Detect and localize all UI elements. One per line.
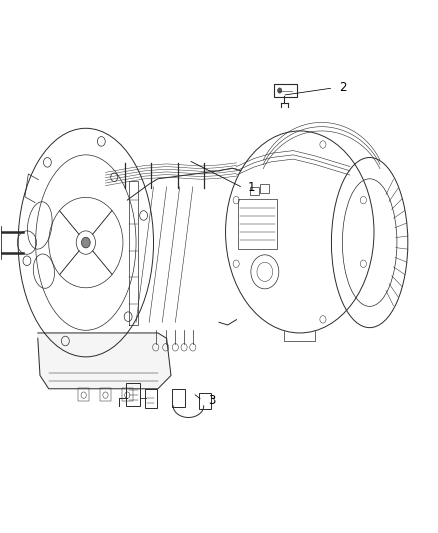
Text: 2: 2 bbox=[339, 82, 346, 94]
Polygon shape bbox=[38, 333, 171, 389]
Circle shape bbox=[81, 237, 90, 248]
Text: 1: 1 bbox=[247, 181, 255, 195]
Circle shape bbox=[278, 88, 282, 93]
Text: 3: 3 bbox=[208, 394, 215, 407]
